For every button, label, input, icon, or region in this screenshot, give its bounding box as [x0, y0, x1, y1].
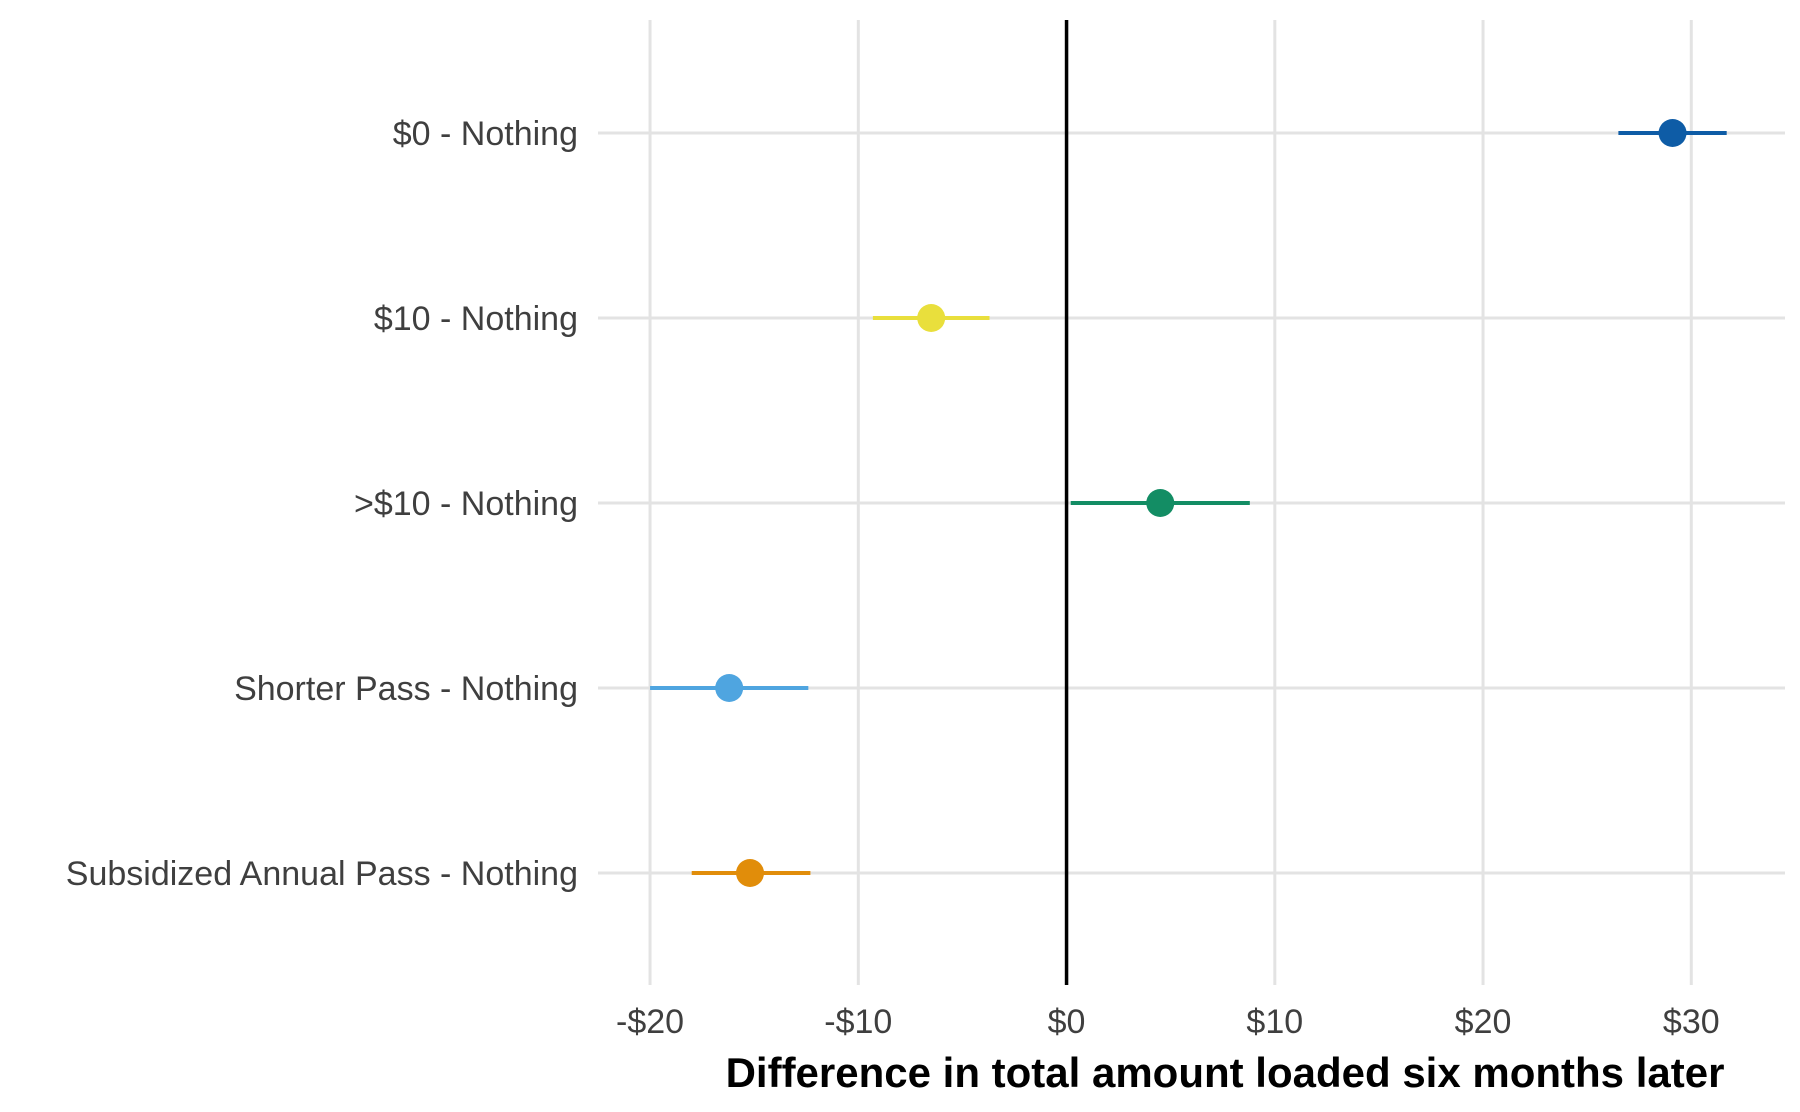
point-estimate: [736, 859, 765, 887]
x-tick-label: $0: [1048, 1003, 1086, 1041]
category-label: >$10 - Nothing: [354, 485, 578, 523]
category-label: Subsidized Annual Pass - Nothing: [66, 855, 578, 893]
x-tick-label: $20: [1455, 1003, 1512, 1041]
point-ranges: [650, 119, 1727, 887]
category-labels: $0 - Nothing $10 - Nothing >$10 - Nothing S…: [66, 115, 578, 893]
x-tick-label: -$20: [616, 1003, 684, 1041]
x-tick-label: $30: [1663, 1003, 1720, 1041]
x-tick-label: $10: [1246, 1003, 1303, 1041]
category-label: $0 - Nothing: [393, 115, 578, 153]
category-label: Shorter Pass - Nothing: [234, 670, 578, 708]
point-estimate: [715, 674, 744, 702]
category-label: $10 - Nothing: [374, 300, 578, 338]
x-axis-title: Difference in total amount loaded six mo…: [726, 1049, 1725, 1096]
x-tick-labels: -$20 -$10 $0 $10 $20 $30: [616, 1003, 1720, 1041]
point-estimate: [1658, 119, 1687, 147]
point-estimate: [917, 304, 946, 332]
x-tick-label: -$10: [824, 1003, 892, 1041]
point-estimate: [1146, 489, 1175, 517]
